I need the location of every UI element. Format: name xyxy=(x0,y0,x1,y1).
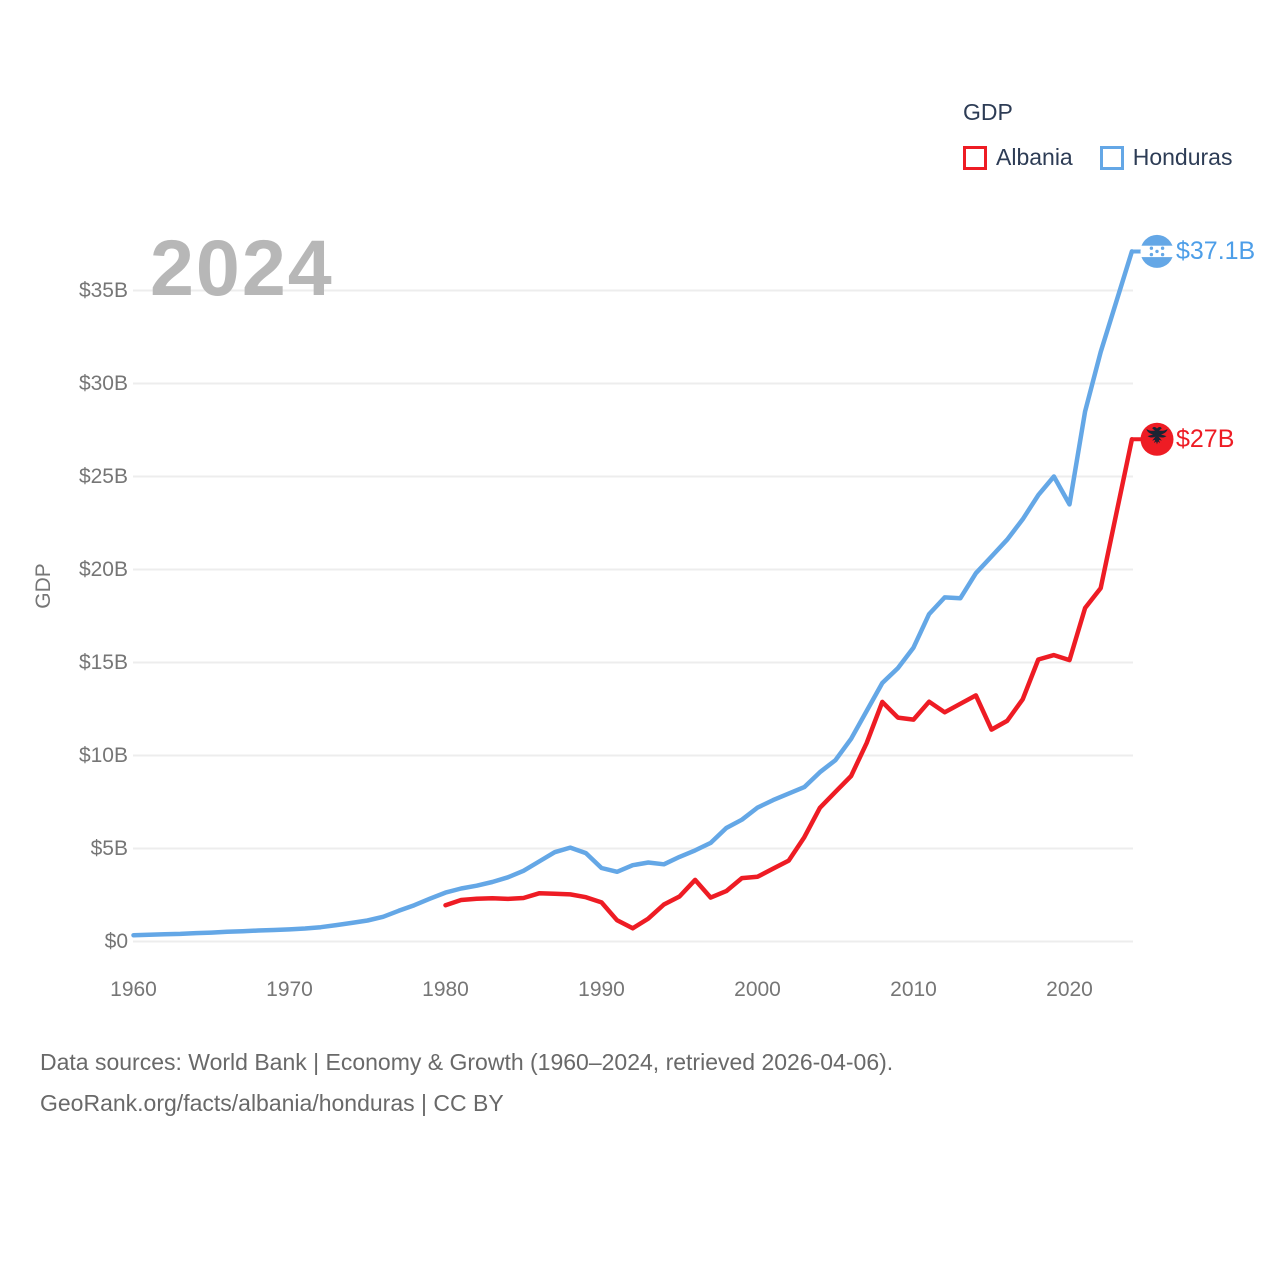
footer-data-sources: Data sources: World Bank | Economy & Gro… xyxy=(40,1049,894,1075)
x-tick-label: 1970 xyxy=(266,978,313,1001)
end-markers xyxy=(1140,234,1174,456)
series-lines xyxy=(131,249,1157,938)
legend-row: Albania Honduras xyxy=(963,144,1232,171)
legend-item-honduras[interactable]: Honduras xyxy=(1099,144,1233,171)
year-watermark: 2024 xyxy=(150,223,334,312)
x-tick-label: 2010 xyxy=(890,978,937,1001)
y-tick-label: $15B xyxy=(78,650,128,674)
x-tick-label: 2020 xyxy=(1046,978,1093,1001)
x-tick-label: 1960 xyxy=(110,978,157,1001)
y-tick-label: $0 xyxy=(104,929,128,953)
y-tick-label: $5B xyxy=(90,836,128,860)
x-tick-label: 1980 xyxy=(422,978,469,1001)
honduras-end-value-label: $37.1B xyxy=(1176,237,1256,266)
y-tick-label: $20B xyxy=(78,557,128,581)
albania-end-value-label: $27B xyxy=(1176,425,1235,454)
y-tick-label: $25B xyxy=(78,464,128,488)
y-tick-label: $10B xyxy=(78,743,128,767)
y-tick-label: $35B xyxy=(78,278,128,302)
albania-flag-marker xyxy=(1140,422,1174,456)
footer-attribution: Data sources: World Bank | Economy & Gro… xyxy=(40,1042,893,1124)
legend-label-honduras: Honduras xyxy=(1132,144,1233,170)
legend-title: GDP xyxy=(963,99,1013,125)
honduras-line xyxy=(131,249,1135,938)
x-tick-label: 1990 xyxy=(578,978,625,1001)
legend-item-albania[interactable]: Albania xyxy=(963,144,1073,171)
y-tick-label: $30B xyxy=(78,371,128,395)
legend-label-albania: Albania xyxy=(996,144,1073,170)
x-tick-label: 2000 xyxy=(734,978,781,1001)
chart-legend: GDP Albania Honduras xyxy=(963,99,1232,171)
gridlines xyxy=(133,289,1133,943)
albania-swatch-icon xyxy=(963,145,987,170)
albania-line xyxy=(443,437,1135,931)
honduras-swatch-icon xyxy=(1099,145,1124,170)
footer-url: GeoRank.org/facts/albania/honduras | CC … xyxy=(40,1090,504,1116)
honduras-flag-marker xyxy=(1140,234,1174,268)
